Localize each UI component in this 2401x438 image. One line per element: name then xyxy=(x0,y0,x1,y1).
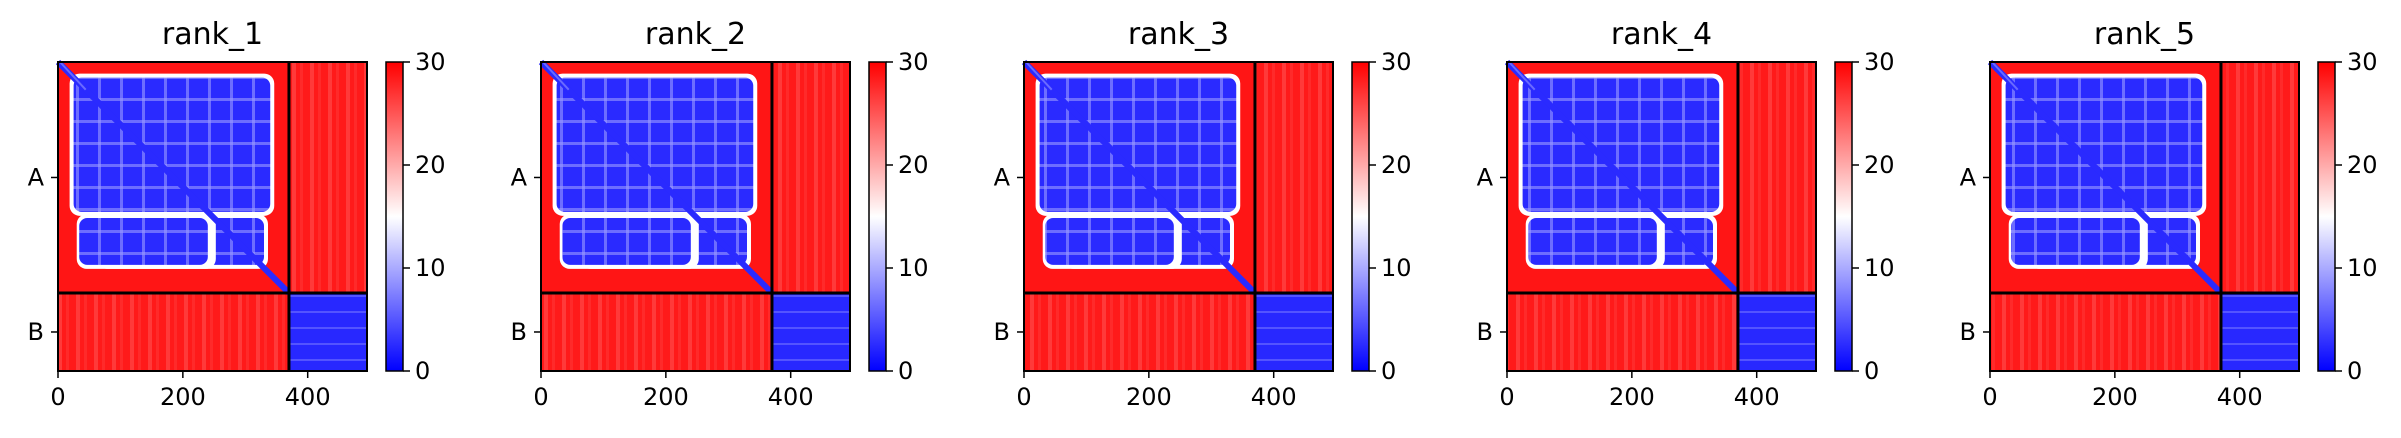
diagonal-a xyxy=(1021,59,1258,296)
colorbar-tick-label: 10 xyxy=(898,254,929,282)
block-a-b xyxy=(771,62,850,293)
x-tick-label: 0 xyxy=(533,383,548,411)
x-tick-label: 0 xyxy=(50,383,65,411)
block-b-a xyxy=(58,292,289,371)
domain-block-a xyxy=(2001,73,2207,269)
plot-frame xyxy=(57,61,368,372)
x-tick-label: 400 xyxy=(2217,383,2263,411)
panel-title: rank_4 xyxy=(1611,17,1712,52)
domain-block-b xyxy=(1254,292,1333,371)
colorbar-tick-label: 0 xyxy=(1381,357,1396,385)
colorbar-tick-label: 20 xyxy=(415,151,446,179)
chain-label-a: A xyxy=(28,163,45,191)
panel-title: rank_3 xyxy=(1128,17,1229,52)
pae-panel-4: rank_4 0 200 400 A B 0 10 20 30 xyxy=(1477,17,1895,411)
colorbar-tick-label: 0 xyxy=(415,357,430,385)
domain-block-a xyxy=(552,73,758,269)
panel-title: rank_2 xyxy=(645,17,746,52)
x-tick-label: 400 xyxy=(768,383,814,411)
colorbar-tick-label: 10 xyxy=(1864,254,1895,282)
colorbar-tick-label: 30 xyxy=(898,48,929,76)
diagonal-a xyxy=(55,59,292,296)
x-tick-label: 400 xyxy=(285,383,331,411)
colorbar-tick-label: 20 xyxy=(898,151,929,179)
chain-label-a: A xyxy=(994,163,1011,191)
chain-label-b: B xyxy=(28,318,44,346)
plot-frame xyxy=(1506,61,1817,372)
block-b-a xyxy=(541,292,772,371)
chain-label-a: A xyxy=(1960,163,1977,191)
x-tick-label: 200 xyxy=(1609,383,1655,411)
chain-label-b: B xyxy=(1960,318,1976,346)
chain-label-a: A xyxy=(511,163,528,191)
colorbar-tick-label: 30 xyxy=(1864,48,1895,76)
colorbar-tick-label: 20 xyxy=(1381,151,1412,179)
colorbar xyxy=(868,61,887,372)
colorbar xyxy=(1834,61,1853,372)
plot-frame xyxy=(1989,61,2300,372)
plot-frame xyxy=(540,61,851,372)
diagonal-a xyxy=(1504,59,1741,296)
colorbar-tick-label: 30 xyxy=(2347,48,2378,76)
colorbar-tick-label: 30 xyxy=(415,48,446,76)
block-b-a xyxy=(1024,292,1255,371)
x-tick-label: 200 xyxy=(1126,383,1172,411)
panel-title: rank_5 xyxy=(2094,17,2195,52)
colorbar-tick-label: 10 xyxy=(2347,254,2378,282)
domain-block-a xyxy=(69,73,275,269)
domain-block-b xyxy=(2220,292,2299,371)
domain-block-b xyxy=(288,292,367,371)
block-a-b xyxy=(1254,62,1333,293)
colorbar-tick-label: 30 xyxy=(1381,48,1412,76)
domain-block-b xyxy=(771,292,850,371)
colorbar-tick-label: 0 xyxy=(898,357,913,385)
x-tick-label: 200 xyxy=(643,383,689,411)
pae-panel-1: rank_1 0 200 400 A B 0 10 20 30 xyxy=(28,17,446,411)
plot-frame xyxy=(1023,61,1334,372)
domain-block-a xyxy=(1035,73,1241,269)
x-tick-label: 400 xyxy=(1734,383,1780,411)
panel-title: rank_1 xyxy=(162,17,263,52)
colorbar xyxy=(385,61,404,372)
diagonal-a xyxy=(1987,59,2224,296)
x-tick-label: 0 xyxy=(1016,383,1031,411)
pae-panel-5: rank_5 0 200 400 A B 0 10 20 30 xyxy=(1960,17,2378,411)
x-tick-label: 200 xyxy=(160,383,206,411)
colorbar-tick-label: 0 xyxy=(2347,357,2362,385)
x-tick-label: 0 xyxy=(1499,383,1514,411)
colorbar-tick-label: 10 xyxy=(415,254,446,282)
block-b-a xyxy=(1990,292,2221,371)
block-a-b xyxy=(2220,62,2299,293)
colorbar-tick-label: 20 xyxy=(1864,151,1895,179)
x-tick-label: 0 xyxy=(1982,383,1997,411)
x-tick-label: 400 xyxy=(1251,383,1297,411)
chain-label-a: A xyxy=(1477,163,1494,191)
x-tick-label: 200 xyxy=(2092,383,2138,411)
block-b-a xyxy=(1507,292,1738,371)
colorbar-tick-label: 0 xyxy=(1864,357,1879,385)
colorbar-tick-label: 20 xyxy=(2347,151,2378,179)
domain-block-b xyxy=(1737,292,1816,371)
chain-label-b: B xyxy=(994,318,1010,346)
pae-panel-2: rank_2 0 200 400 A B 0 10 20 30 xyxy=(511,17,929,411)
chain-label-b: B xyxy=(511,318,527,346)
domain-block-a xyxy=(1518,73,1724,269)
colorbar xyxy=(1351,61,1370,372)
diagonal-a xyxy=(538,59,775,296)
chain-label-b: B xyxy=(1477,318,1493,346)
block-a-b xyxy=(288,62,367,293)
colorbar-tick-label: 10 xyxy=(1381,254,1412,282)
colorbar xyxy=(2317,61,2336,372)
block-a-b xyxy=(1737,62,1816,293)
pae-panel-3: rank_3 0 200 400 A B 0 10 20 30 xyxy=(994,17,1412,411)
